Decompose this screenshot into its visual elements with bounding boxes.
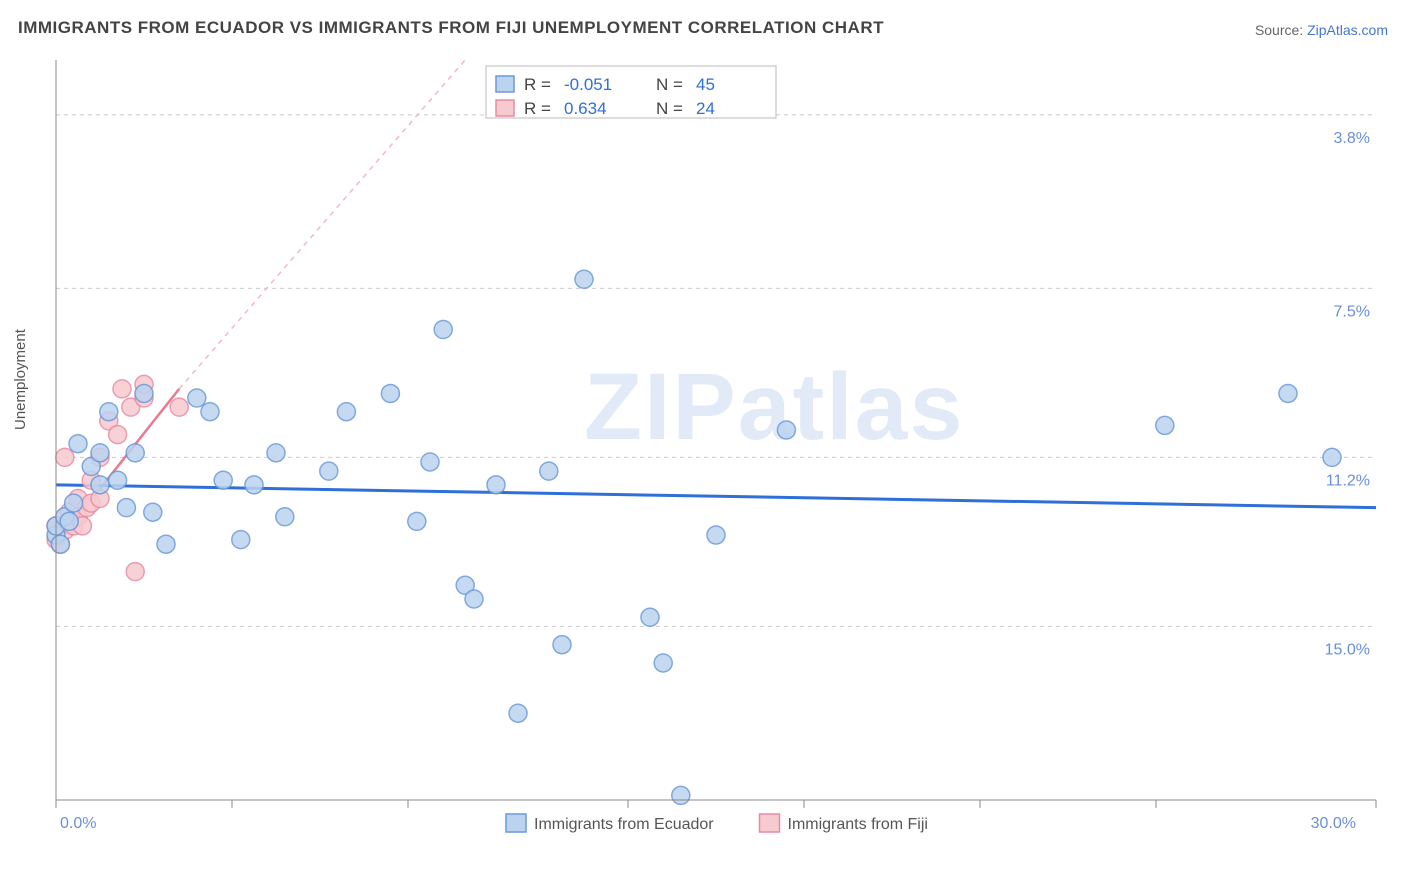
source-link[interactable]: ZipAtlas.com (1307, 22, 1388, 38)
data-point-ecuador (381, 384, 399, 402)
legend-swatch (506, 814, 526, 832)
data-point-ecuador (672, 786, 690, 804)
data-point-ecuador (1156, 416, 1174, 434)
data-point-fiji (113, 380, 131, 398)
data-point-ecuador (214, 471, 232, 489)
data-point-ecuador (777, 421, 795, 439)
data-point-fiji (126, 563, 144, 581)
data-point-fiji (170, 398, 188, 416)
data-point-ecuador (320, 462, 338, 480)
source-prefix: Source: (1255, 22, 1307, 38)
stat-r-value: 0.634 (564, 99, 607, 118)
data-point-ecuador (69, 435, 87, 453)
chart-title: IMMIGRANTS FROM ECUADOR VS IMMIGRANTS FR… (18, 18, 884, 38)
data-point-ecuador (707, 526, 725, 544)
data-point-ecuador (135, 384, 153, 402)
x-start-label: 0.0% (60, 815, 96, 832)
y-tick-label: 15.0% (1325, 641, 1370, 658)
source-attribution: Source: ZipAtlas.com (1255, 22, 1388, 38)
data-point-ecuador (465, 590, 483, 608)
scatter-chart-svg: 15.0% 11.2% 7.5% 3.8% ZIPatlas 0.0% 30.0% R = -0… (46, 60, 1386, 860)
data-point-fiji (56, 448, 74, 466)
stat-r-value: -0.051 (564, 75, 612, 94)
data-point-ecuador (540, 462, 558, 480)
data-point-ecuador (245, 476, 263, 494)
data-point-ecuador (408, 512, 426, 530)
y-tick-label: 7.5% (1334, 303, 1370, 320)
data-point-ecuador (117, 499, 135, 517)
data-point-ecuador (109, 471, 127, 489)
stat-n-value: 24 (696, 99, 715, 118)
data-point-ecuador (575, 270, 593, 288)
x-end-label: 30.0% (1311, 815, 1356, 832)
trend-line-fiji-dashed (179, 60, 465, 389)
chart-area: 15.0% 11.2% 7.5% 3.8% ZIPatlas 0.0% 30.0% R = -0… (46, 60, 1386, 830)
data-point-ecuador (654, 654, 672, 672)
data-point-ecuador (337, 403, 355, 421)
data-point-ecuador (232, 531, 250, 549)
data-point-ecuador (157, 535, 175, 553)
stat-r-label: R = (524, 99, 551, 118)
watermark: ZIPatlas (584, 354, 964, 460)
data-point-ecuador (276, 508, 294, 526)
data-point-ecuador (60, 512, 78, 530)
data-point-ecuador (51, 535, 69, 553)
y-tick-label: 11.2% (1326, 472, 1370, 489)
data-point-ecuador (1279, 384, 1297, 402)
data-point-ecuador (487, 476, 505, 494)
data-point-ecuador (421, 453, 439, 471)
legend-label: Immigrants from Fiji (788, 816, 928, 833)
data-point-ecuador (144, 503, 162, 521)
data-point-ecuador (509, 704, 527, 722)
data-point-ecuador (434, 321, 452, 339)
data-point-ecuador (91, 444, 109, 462)
data-point-ecuador (91, 476, 109, 494)
stats-swatch (496, 76, 514, 92)
stat-r-label: R = (524, 75, 551, 94)
data-point-ecuador (1323, 448, 1341, 466)
y-axis-label: Unemployment (12, 329, 29, 430)
data-point-fiji (109, 426, 127, 444)
stats-swatch (496, 100, 514, 116)
stat-n-label: N = (656, 75, 683, 94)
data-point-ecuador (553, 636, 571, 654)
legend-label: Immigrants from Ecuador (534, 816, 714, 833)
stat-n-label: N = (656, 99, 683, 118)
data-point-ecuador (126, 444, 144, 462)
stat-n-value: 45 (696, 75, 715, 94)
y-tick-label: 3.8% (1334, 130, 1370, 147)
data-point-ecuador (267, 444, 285, 462)
data-point-ecuador (100, 403, 118, 421)
data-point-ecuador (65, 494, 83, 512)
data-point-ecuador (188, 389, 206, 407)
legend-swatch (760, 814, 780, 832)
data-point-ecuador (641, 608, 659, 626)
data-point-ecuador (201, 403, 219, 421)
